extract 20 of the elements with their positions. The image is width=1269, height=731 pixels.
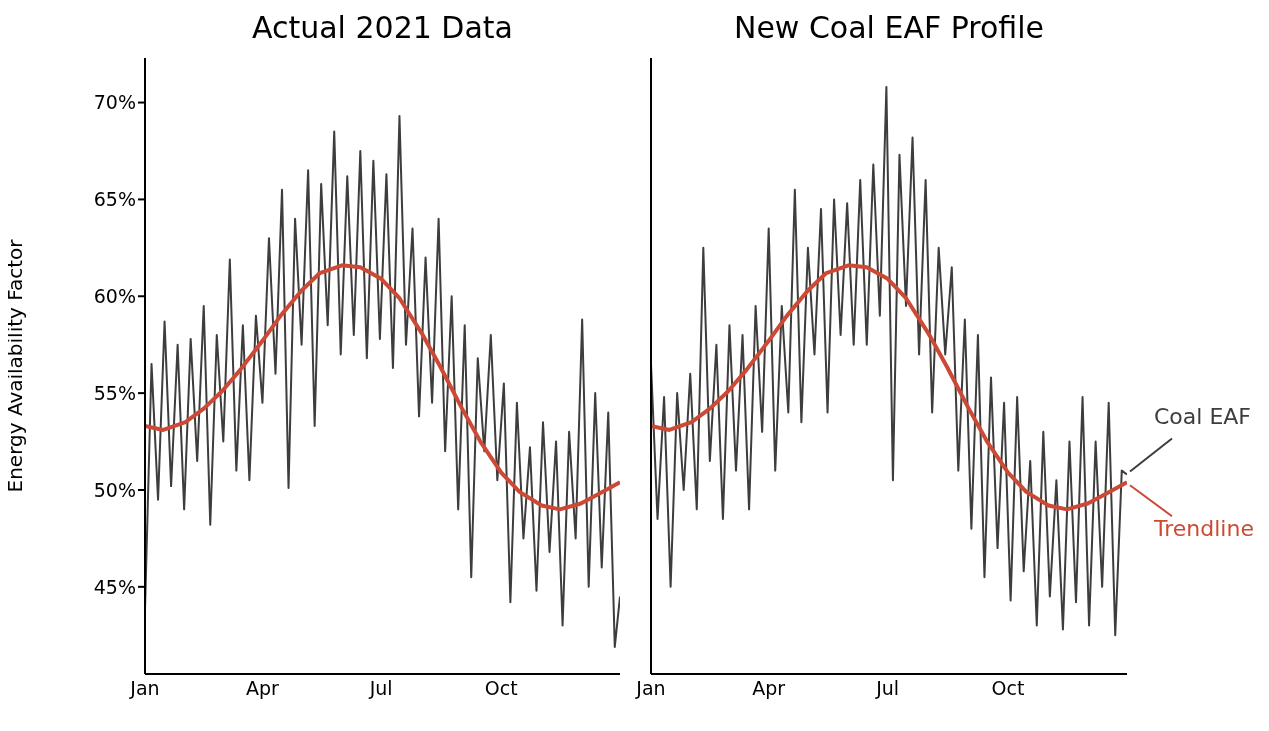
- x-tick-label: Jul: [875, 677, 900, 700]
- y-tick-label: 65%: [93, 188, 136, 211]
- x-tick-label: Jan: [635, 677, 666, 700]
- x-tick-label: Apr: [246, 677, 280, 700]
- chart-title: Actual 2021 Data: [250, 9, 514, 47]
- x-tick-label: Apr: [752, 677, 786, 700]
- x-tick-label: Jan: [129, 677, 160, 700]
- y-tick-label: 50%: [93, 478, 136, 501]
- line-series: [145, 115, 620, 648]
- y-tick-label: 70%: [93, 91, 136, 114]
- y-tick-label: 60%: [93, 285, 136, 308]
- legend-label: Trendline: [1153, 516, 1254, 542]
- x-tick-label: Oct: [484, 677, 518, 700]
- text: Coal EAF: [1154, 404, 1252, 430]
- x-tick-label: Oct: [991, 677, 1025, 700]
- y-tick-label: 55%: [93, 381, 136, 404]
- line-series: [145, 263, 620, 512]
- chart-title: New Coal EAF Profile: [732, 9, 1046, 47]
- x-tick-label: Jul: [368, 677, 393, 700]
- y-tick-label: 45%: [93, 575, 136, 598]
